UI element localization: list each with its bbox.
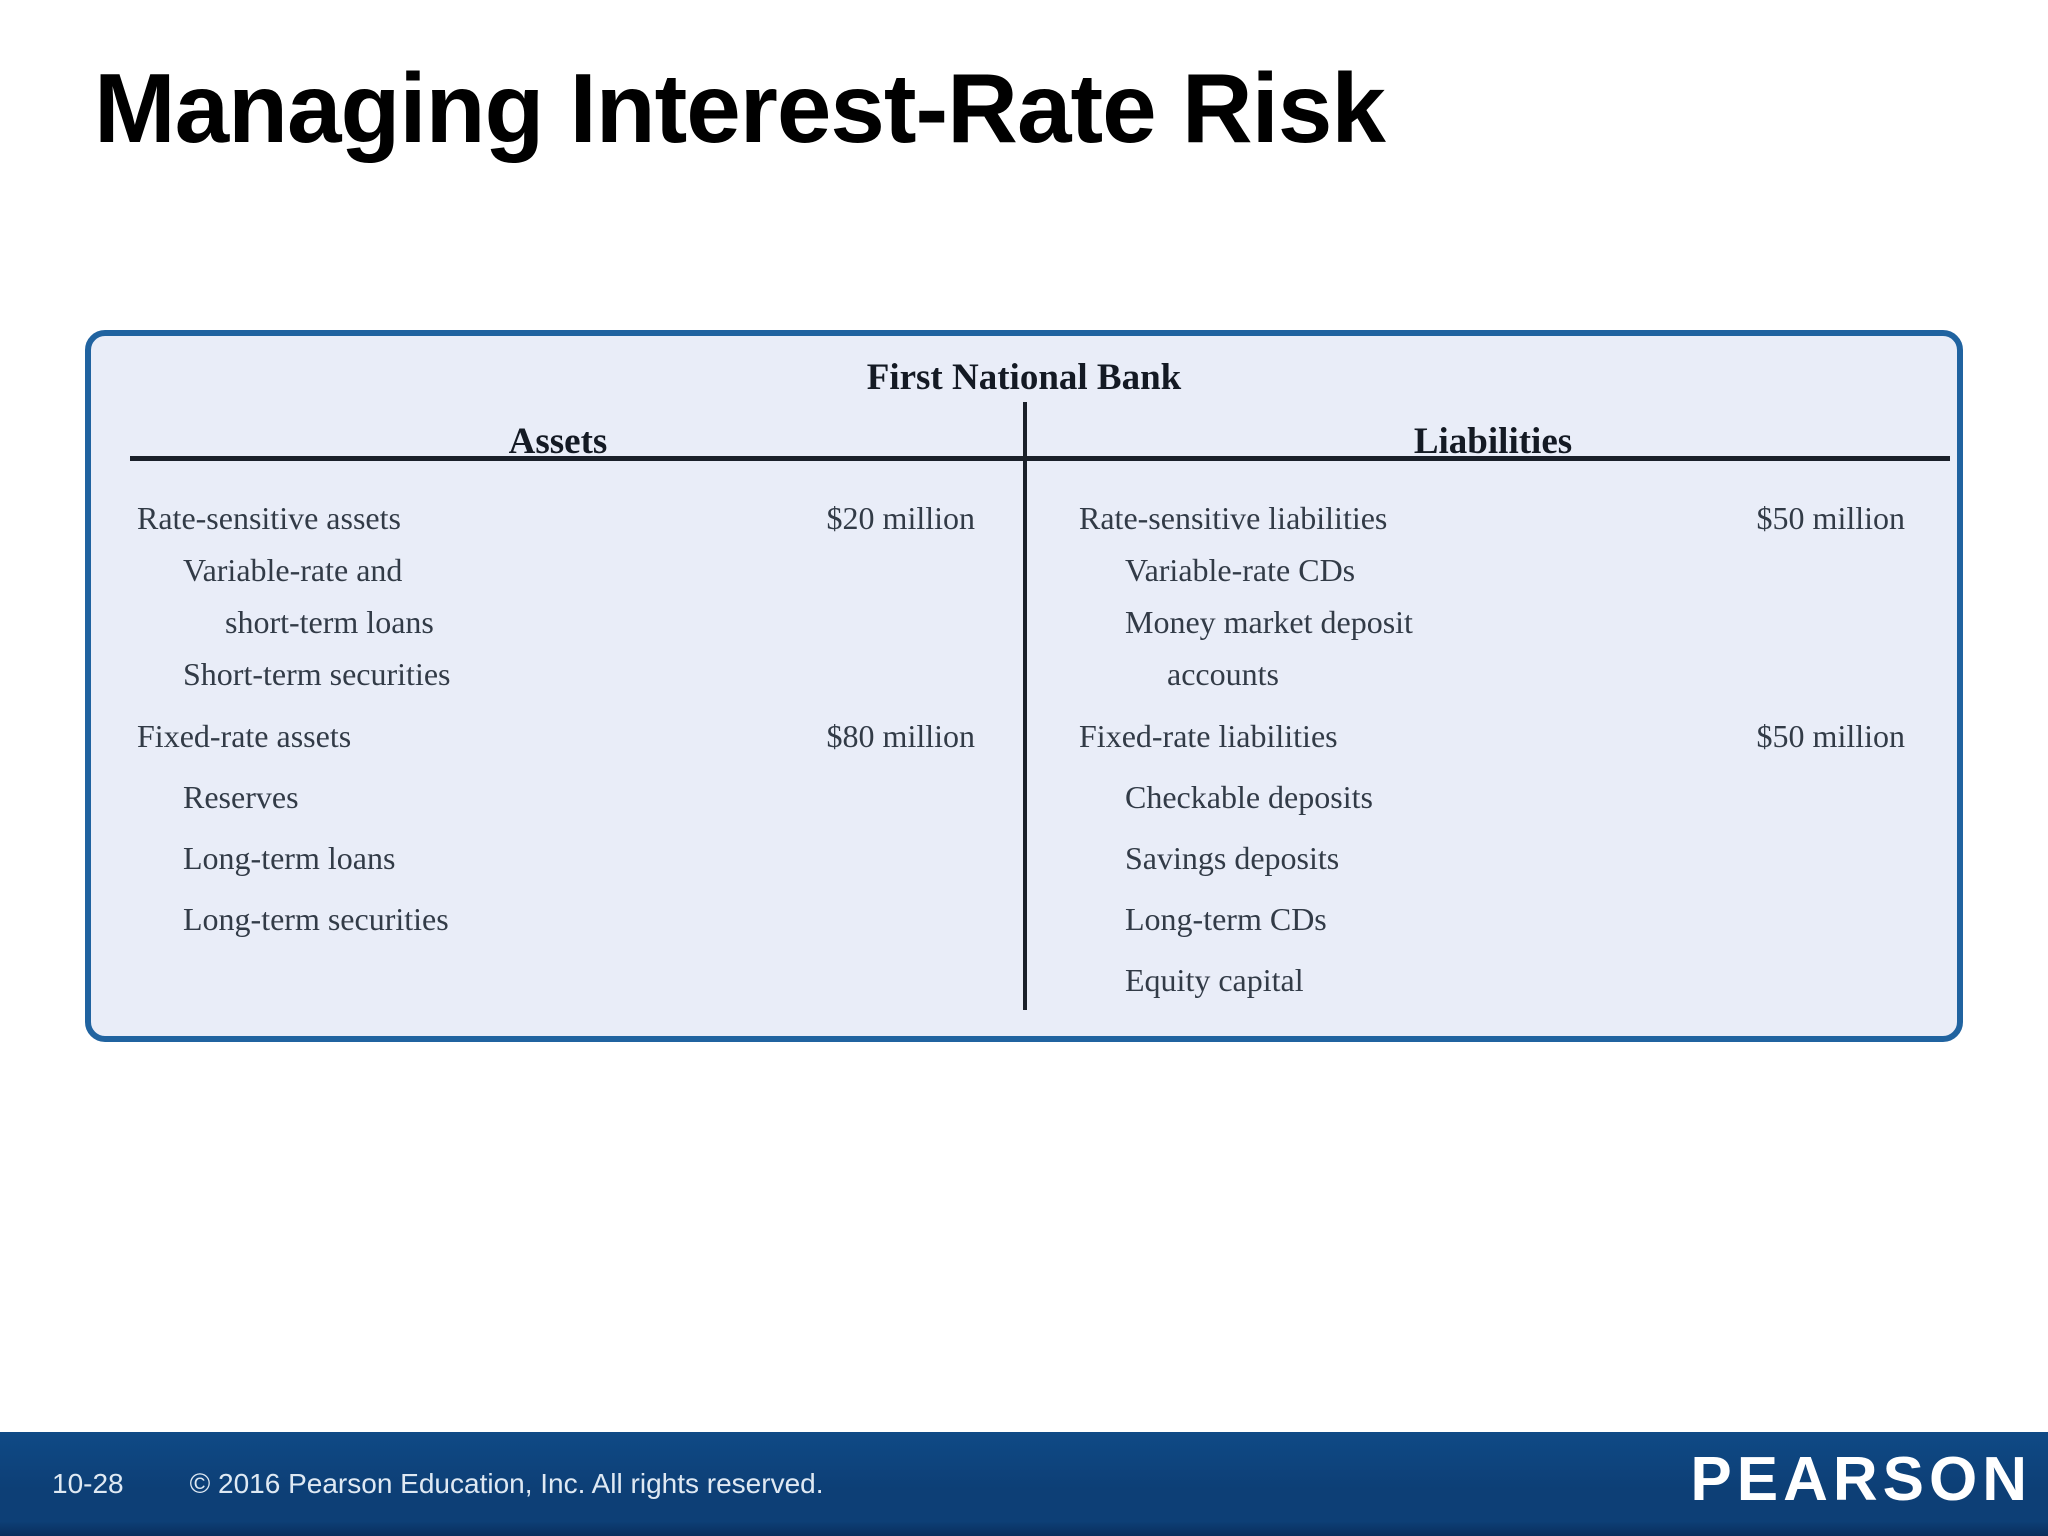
row-label: Fixed-rate assets bbox=[137, 718, 352, 754]
row-label: Variable-rate CDs bbox=[1125, 551, 1356, 588]
row-amount: $80 million bbox=[826, 718, 975, 754]
balance-row: Savings deposits bbox=[1079, 828, 1905, 889]
row-amount: $50 million bbox=[1756, 718, 1905, 754]
liabilities-column: Rate-sensitive liabilities $50 million V… bbox=[1079, 492, 1905, 1011]
row-label: Long-term securities bbox=[183, 901, 449, 937]
balance-row: Rate-sensitive liabilities $50 million bbox=[1079, 492, 1905, 544]
balance-row: Short-term securities bbox=[137, 648, 975, 700]
row-label: Savings deposits bbox=[1125, 840, 1340, 876]
footer-bar: 10-28 © 2016 Pearson Education, Inc. All… bbox=[0, 1432, 2048, 1536]
row-amount: $50 million bbox=[1756, 499, 1905, 536]
balance-row: Variable-rate and bbox=[137, 544, 975, 596]
row-label: Rate-sensitive liabilities bbox=[1079, 499, 1388, 536]
row-label: Money market deposit bbox=[1125, 603, 1413, 640]
row-label: Reserves bbox=[183, 779, 299, 815]
balance-row: Rate-sensitive assets $20 million bbox=[137, 492, 975, 544]
page-title: Managing Interest-Rate Risk bbox=[94, 53, 1386, 163]
balance-row: Long-term loans bbox=[137, 828, 975, 889]
balance-row: Long-term securities bbox=[137, 889, 975, 950]
row-amount: $20 million bbox=[826, 499, 975, 536]
row-label: Equity capital bbox=[1125, 962, 1304, 998]
row-label: Short-term securities bbox=[183, 655, 451, 692]
row-label: Fixed-rate liabilities bbox=[1079, 718, 1338, 754]
balance-row: short-term loans bbox=[137, 596, 975, 648]
balance-row: Reserves bbox=[137, 767, 975, 828]
row-label: Variable-rate and bbox=[183, 551, 403, 588]
footer-text-group: 10-28 © 2016 Pearson Education, Inc. All… bbox=[52, 1432, 824, 1536]
copyright-text: © 2016 Pearson Education, Inc. All right… bbox=[189, 1468, 824, 1499]
page-number: 10-28 bbox=[52, 1468, 124, 1499]
balance-sheet-box: First National Bank Assets Liabilities R… bbox=[85, 330, 1963, 1042]
row-label: accounts bbox=[1167, 655, 1279, 692]
row-label: Checkable deposits bbox=[1125, 779, 1373, 815]
row-label: Long-term CDs bbox=[1125, 901, 1327, 937]
liabilities-column-header: Liabilities bbox=[1413, 421, 1573, 462]
balance-sheet-title: First National Bank bbox=[866, 357, 1182, 398]
pearson-logo: PEARSON bbox=[1690, 1445, 2032, 1514]
balance-row: accounts bbox=[1079, 648, 1905, 700]
balance-row: Checkable deposits bbox=[1079, 767, 1905, 828]
balance-row: Fixed-rate liabilities $50 million bbox=[1079, 706, 1905, 767]
balance-row: Money market deposit bbox=[1079, 596, 1905, 648]
balance-row: Fixed-rate assets $80 million bbox=[137, 706, 975, 767]
balance-row: Long-term CDs bbox=[1079, 889, 1905, 950]
row-label: Long-term loans bbox=[183, 840, 396, 876]
header-rule bbox=[130, 456, 1950, 461]
column-divider bbox=[1023, 402, 1027, 1010]
balance-row: Equity capital bbox=[1079, 950, 1905, 1011]
row-label: short-term loans bbox=[225, 603, 434, 640]
assets-column: Rate-sensitive assets $20 million Variab… bbox=[137, 492, 975, 950]
assets-column-header: Assets bbox=[508, 421, 608, 462]
row-label: Rate-sensitive assets bbox=[137, 499, 401, 536]
balance-row: Variable-rate CDs bbox=[1079, 544, 1905, 596]
